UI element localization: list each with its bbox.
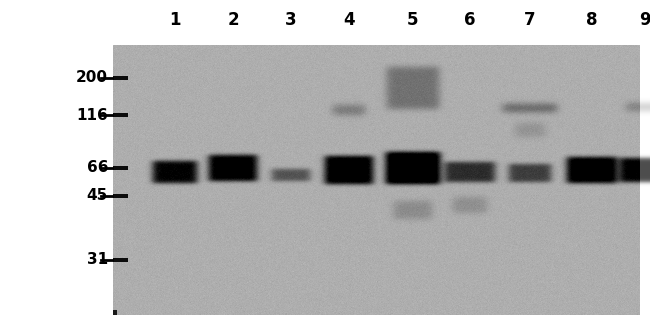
Text: 6: 6 [464,11,476,29]
Text: 9: 9 [639,11,650,29]
Text: 116: 116 [76,108,108,122]
Text: 45: 45 [86,189,108,204]
Text: 5: 5 [408,11,419,29]
Text: 200: 200 [76,70,108,86]
Text: 3: 3 [285,11,297,29]
Text: 4: 4 [343,11,355,29]
Text: 2: 2 [227,11,239,29]
Text: 8: 8 [586,11,598,29]
Text: 7: 7 [524,11,536,29]
Text: 1: 1 [169,11,181,29]
Text: 31: 31 [87,252,108,267]
Text: 66: 66 [86,161,108,175]
